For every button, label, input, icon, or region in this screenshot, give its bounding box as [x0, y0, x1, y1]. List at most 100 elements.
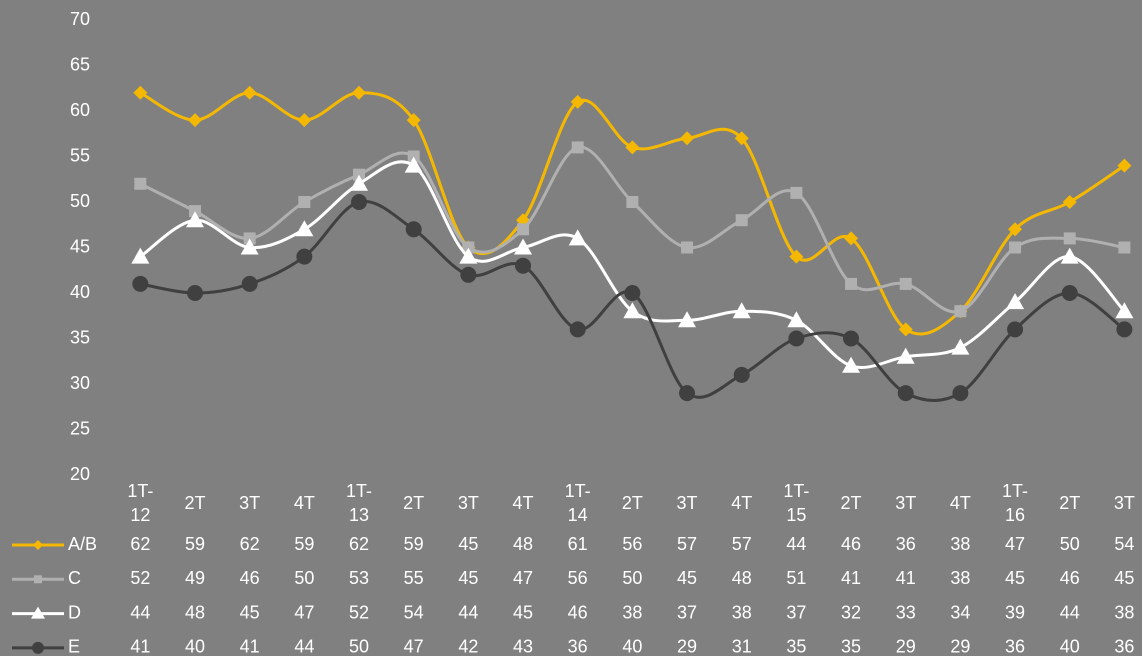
marker: [241, 275, 258, 292]
table-value: 47: [1005, 534, 1025, 554]
marker: [843, 330, 860, 347]
table-value: 45: [458, 534, 478, 554]
x-tick-label: 2T: [840, 493, 862, 513]
table-value: 47: [294, 602, 314, 622]
marker: [624, 285, 641, 301]
table-value: 59: [294, 534, 314, 554]
table-value: 38: [622, 602, 642, 622]
marker: [954, 305, 967, 318]
marker: [898, 322, 913, 337]
marker: [1061, 285, 1078, 301]
marker: [406, 113, 421, 128]
marker: [459, 247, 478, 264]
y-tick-label: 25: [70, 418, 90, 438]
y-tick-label: 20: [70, 464, 90, 484]
table-value: 40: [185, 637, 205, 656]
table-value: 38: [1114, 602, 1134, 622]
marker: [844, 231, 859, 246]
table-value: 48: [513, 534, 533, 554]
table-value: 29: [896, 637, 916, 656]
table-value: 44: [294, 637, 314, 656]
marker: [952, 385, 969, 402]
x-tick-label: 2T: [1059, 493, 1081, 513]
table-value: 32: [841, 602, 861, 622]
table-value: 48: [732, 568, 752, 588]
marker: [896, 347, 915, 364]
marker: [1118, 241, 1131, 254]
marker: [462, 241, 475, 254]
table-value: 41: [896, 568, 916, 588]
x-tick-label: 4T: [731, 493, 753, 513]
marker: [189, 205, 202, 218]
marker: [568, 229, 587, 246]
table-value: 62: [240, 534, 260, 554]
table-value: 41: [841, 568, 861, 588]
marker: [569, 321, 586, 338]
table-value: 36: [1114, 637, 1134, 656]
x-tick-label: 4T: [293, 493, 315, 513]
marker: [951, 338, 970, 355]
table-value: 36: [568, 637, 588, 656]
table-value: 46: [240, 568, 260, 588]
marker: [570, 94, 585, 109]
marker: [571, 141, 584, 154]
marker: [132, 275, 149, 292]
marker: [626, 196, 639, 208]
marker: [789, 249, 804, 264]
table-value: 54: [1114, 534, 1134, 554]
table-value: 54: [404, 602, 424, 622]
y-tick-label: 65: [70, 54, 90, 74]
table-value: 45: [1114, 568, 1134, 588]
marker: [790, 186, 803, 199]
table-value: 45: [677, 568, 697, 588]
table-value: 52: [349, 602, 369, 622]
x-tick-label: 1T-13: [345, 481, 372, 525]
table-value: 43: [513, 637, 533, 656]
x-tick-label: 1T-16: [1002, 481, 1029, 525]
x-tick-label: 1T-15: [783, 481, 810, 525]
series-line: [139, 160, 1126, 369]
marker: [187, 285, 204, 301]
table-value: 50: [1060, 534, 1080, 554]
marker: [623, 302, 642, 319]
marker: [186, 211, 205, 228]
marker: [625, 140, 640, 155]
marker: [1116, 321, 1133, 338]
y-tick-label: 35: [70, 327, 90, 347]
marker: [733, 366, 750, 383]
table-value: 44: [458, 602, 478, 622]
marker: [1115, 302, 1134, 319]
table-value: 45: [513, 602, 533, 622]
table-value: 36: [896, 534, 916, 554]
table-value: 33: [896, 602, 916, 622]
table-value: 56: [622, 534, 642, 554]
table-value: 38: [732, 602, 752, 622]
table-value: 35: [786, 637, 806, 656]
marker: [899, 277, 912, 290]
marker: [296, 248, 313, 265]
table-value: 61: [568, 534, 588, 554]
marker: [735, 214, 748, 227]
marker: [133, 85, 148, 100]
marker: [678, 311, 697, 328]
x-tick-label: 3T: [457, 493, 479, 513]
marker: [514, 238, 533, 255]
legend-key-marker: [34, 575, 42, 584]
table-value: 48: [185, 602, 205, 622]
legend-label: E: [68, 637, 80, 656]
legend-label: C: [68, 568, 81, 588]
marker: [734, 131, 749, 146]
table-value: 46: [568, 602, 588, 622]
table-value: 35: [841, 637, 861, 656]
table-value: 44: [786, 534, 806, 554]
x-tick-label: 3T: [895, 493, 917, 513]
table-value: 62: [130, 534, 150, 554]
marker: [679, 385, 696, 402]
marker: [732, 302, 751, 319]
y-tick-label: 45: [70, 236, 90, 256]
legend-key-marker: [31, 606, 45, 619]
table-value: 52: [130, 568, 150, 588]
x-tick-label: 3T: [676, 493, 698, 513]
marker: [515, 257, 532, 274]
